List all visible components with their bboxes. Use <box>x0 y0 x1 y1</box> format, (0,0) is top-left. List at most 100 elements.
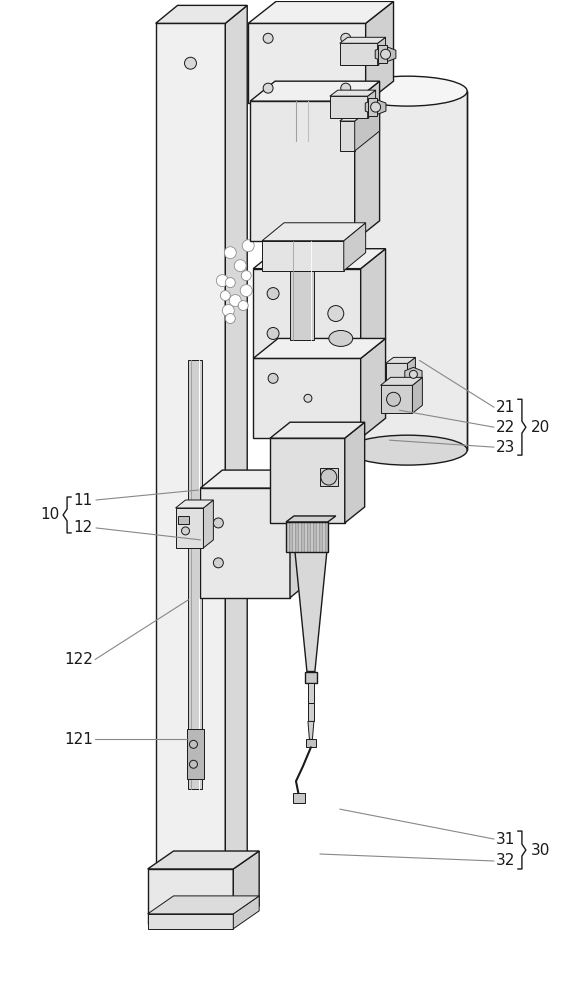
Text: 11: 11 <box>73 493 93 508</box>
Polygon shape <box>360 249 386 358</box>
Polygon shape <box>325 522 328 552</box>
Polygon shape <box>292 522 295 552</box>
Circle shape <box>304 394 312 402</box>
Polygon shape <box>377 37 386 65</box>
Circle shape <box>341 83 351 93</box>
Polygon shape <box>360 338 386 438</box>
Circle shape <box>226 314 235 323</box>
Polygon shape <box>413 377 423 413</box>
Circle shape <box>234 525 243 534</box>
Polygon shape <box>262 223 366 241</box>
Polygon shape <box>316 522 319 552</box>
Circle shape <box>267 327 279 339</box>
Polygon shape <box>226 5 247 869</box>
Circle shape <box>239 301 248 311</box>
Polygon shape <box>293 793 305 803</box>
Circle shape <box>263 33 273 43</box>
Circle shape <box>222 305 234 317</box>
Circle shape <box>189 760 197 768</box>
Polygon shape <box>156 23 226 869</box>
Text: 122: 122 <box>64 652 93 667</box>
Circle shape <box>410 370 417 378</box>
Polygon shape <box>270 422 364 438</box>
Polygon shape <box>178 516 189 524</box>
Text: 30: 30 <box>531 843 550 858</box>
Polygon shape <box>367 98 377 116</box>
Circle shape <box>236 545 245 554</box>
Text: 23: 23 <box>496 440 516 455</box>
Polygon shape <box>380 377 423 385</box>
Polygon shape <box>186 729 205 779</box>
Polygon shape <box>386 357 415 363</box>
Polygon shape <box>386 363 407 385</box>
Polygon shape <box>380 385 413 413</box>
Polygon shape <box>330 96 367 118</box>
Circle shape <box>220 291 230 301</box>
Circle shape <box>185 57 196 69</box>
Polygon shape <box>305 672 317 683</box>
Polygon shape <box>308 703 314 721</box>
Circle shape <box>251 486 260 495</box>
Polygon shape <box>340 43 377 65</box>
Polygon shape <box>176 500 213 508</box>
Polygon shape <box>319 522 322 552</box>
Polygon shape <box>304 522 307 552</box>
Text: 32: 32 <box>496 853 516 868</box>
Circle shape <box>267 288 279 300</box>
Circle shape <box>213 518 223 528</box>
Text: 10: 10 <box>40 507 59 522</box>
Polygon shape <box>233 851 259 924</box>
Circle shape <box>370 102 380 112</box>
Polygon shape <box>344 223 366 271</box>
Circle shape <box>246 520 255 529</box>
Polygon shape <box>176 508 203 548</box>
Polygon shape <box>262 241 344 271</box>
Polygon shape <box>340 37 386 43</box>
Polygon shape <box>189 360 202 789</box>
Polygon shape <box>286 516 336 522</box>
Polygon shape <box>253 358 360 438</box>
Polygon shape <box>290 470 312 598</box>
Polygon shape <box>301 522 304 552</box>
Circle shape <box>251 540 260 549</box>
Ellipse shape <box>347 435 467 465</box>
Polygon shape <box>405 367 422 381</box>
Polygon shape <box>330 90 376 96</box>
Ellipse shape <box>321 469 337 485</box>
Polygon shape <box>289 522 292 552</box>
Circle shape <box>229 295 241 307</box>
Polygon shape <box>306 739 316 747</box>
Circle shape <box>231 565 240 574</box>
Ellipse shape <box>329 330 353 346</box>
Polygon shape <box>295 522 298 552</box>
Text: 20: 20 <box>531 420 550 435</box>
Polygon shape <box>308 721 314 739</box>
Polygon shape <box>365 99 386 115</box>
Circle shape <box>248 505 258 514</box>
Text: 21: 21 <box>496 400 515 415</box>
Polygon shape <box>295 552 327 672</box>
Circle shape <box>380 49 390 59</box>
Circle shape <box>182 527 189 535</box>
Text: 12: 12 <box>73 520 93 535</box>
Polygon shape <box>320 468 338 486</box>
Polygon shape <box>270 438 345 523</box>
Circle shape <box>241 474 250 483</box>
Polygon shape <box>286 522 289 552</box>
Circle shape <box>240 285 252 297</box>
Circle shape <box>213 558 223 568</box>
Circle shape <box>241 271 251 281</box>
Polygon shape <box>253 249 386 269</box>
Polygon shape <box>313 522 316 552</box>
Polygon shape <box>290 241 314 340</box>
Circle shape <box>236 491 245 500</box>
Polygon shape <box>377 45 387 63</box>
Circle shape <box>242 240 254 252</box>
Circle shape <box>189 740 197 748</box>
Polygon shape <box>200 488 290 598</box>
Polygon shape <box>345 422 364 523</box>
Polygon shape <box>347 91 467 450</box>
Polygon shape <box>253 338 386 358</box>
Polygon shape <box>310 522 313 552</box>
Polygon shape <box>298 522 301 552</box>
